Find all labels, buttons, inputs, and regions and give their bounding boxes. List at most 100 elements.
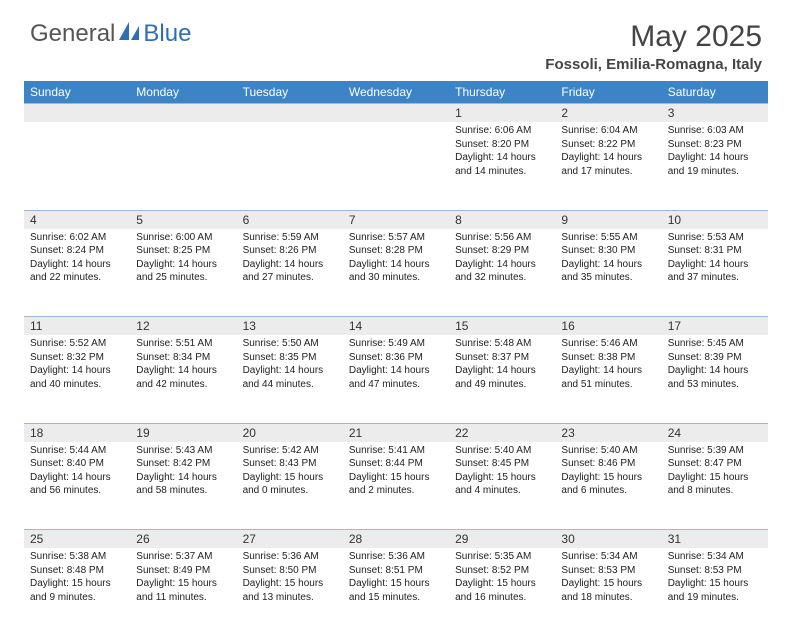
logo: General Blue bbox=[30, 20, 191, 48]
day-details: Sunrise: 5:53 AMSunset: 8:31 PMDaylight:… bbox=[662, 229, 768, 291]
daylight-line: Daylight: 15 hours and 2 minutes. bbox=[349, 471, 443, 498]
sunrise-line: Sunrise: 5:45 AM bbox=[668, 337, 762, 351]
calendar-table: SundayMondayTuesdayWednesdayThursdayFrid… bbox=[24, 81, 768, 636]
sunset-line: Sunset: 8:48 PM bbox=[30, 564, 124, 578]
sunrise-line: Sunrise: 6:04 AM bbox=[561, 124, 655, 138]
daylight-line: Daylight: 14 hours and 47 minutes. bbox=[349, 364, 443, 391]
sunrise-line: Sunrise: 5:44 AM bbox=[30, 444, 124, 458]
sunset-line: Sunset: 8:53 PM bbox=[561, 564, 655, 578]
sunrise-line: Sunrise: 5:35 AM bbox=[455, 550, 549, 564]
sunrise-line: Sunrise: 5:34 AM bbox=[561, 550, 655, 564]
sunrise-line: Sunrise: 5:48 AM bbox=[455, 337, 549, 351]
day-details: Sunrise: 5:36 AMSunset: 8:50 PMDaylight:… bbox=[237, 548, 343, 610]
day-details: Sunrise: 5:44 AMSunset: 8:40 PMDaylight:… bbox=[24, 442, 130, 504]
day-details: Sunrise: 6:06 AMSunset: 8:20 PMDaylight:… bbox=[449, 122, 555, 184]
day-number-cell: 19 bbox=[130, 423, 236, 442]
day-details: Sunrise: 6:03 AMSunset: 8:23 PMDaylight:… bbox=[662, 122, 768, 184]
sunrise-line: Sunrise: 5:49 AM bbox=[349, 337, 443, 351]
weekday-header: Saturday bbox=[662, 81, 768, 104]
logo-sail-icon bbox=[119, 22, 141, 47]
day-cell: Sunrise: 5:41 AMSunset: 8:44 PMDaylight:… bbox=[343, 442, 449, 530]
sunset-line: Sunset: 8:35 PM bbox=[243, 351, 337, 365]
weekday-header: Tuesday bbox=[237, 81, 343, 104]
sunrise-line: Sunrise: 5:36 AM bbox=[243, 550, 337, 564]
day-details: Sunrise: 5:46 AMSunset: 8:38 PMDaylight:… bbox=[555, 335, 661, 397]
daylight-line: Daylight: 15 hours and 13 minutes. bbox=[243, 577, 337, 604]
sunset-line: Sunset: 8:37 PM bbox=[455, 351, 549, 365]
daylight-line: Daylight: 14 hours and 17 minutes. bbox=[561, 151, 655, 178]
logo-text-blue: Blue bbox=[143, 20, 191, 48]
day-number-cell bbox=[237, 104, 343, 123]
day-number-cell: 13 bbox=[237, 317, 343, 336]
day-cell: Sunrise: 5:37 AMSunset: 8:49 PMDaylight:… bbox=[130, 548, 236, 636]
sunset-line: Sunset: 8:25 PM bbox=[136, 244, 230, 258]
sunrise-line: Sunrise: 5:39 AM bbox=[668, 444, 762, 458]
daynum-row: 45678910 bbox=[24, 210, 768, 229]
day-cell: Sunrise: 5:56 AMSunset: 8:29 PMDaylight:… bbox=[449, 229, 555, 317]
logo-text-general: General bbox=[30, 20, 115, 48]
day-details: Sunrise: 5:41 AMSunset: 8:44 PMDaylight:… bbox=[343, 442, 449, 504]
sunset-line: Sunset: 8:39 PM bbox=[668, 351, 762, 365]
sunrise-line: Sunrise: 5:50 AM bbox=[243, 337, 337, 351]
day-number-cell: 17 bbox=[662, 317, 768, 336]
day-details: Sunrise: 5:35 AMSunset: 8:52 PMDaylight:… bbox=[449, 548, 555, 610]
daylight-line: Daylight: 14 hours and 30 minutes. bbox=[349, 258, 443, 285]
day-number-cell: 8 bbox=[449, 210, 555, 229]
daylight-line: Daylight: 14 hours and 44 minutes. bbox=[243, 364, 337, 391]
sunset-line: Sunset: 8:42 PM bbox=[136, 457, 230, 471]
sunset-line: Sunset: 8:36 PM bbox=[349, 351, 443, 365]
day-cell: Sunrise: 5:53 AMSunset: 8:31 PMDaylight:… bbox=[662, 229, 768, 317]
daynum-row: 25262728293031 bbox=[24, 530, 768, 549]
daylight-line: Daylight: 15 hours and 4 minutes. bbox=[455, 471, 549, 498]
day-number-cell: 26 bbox=[130, 530, 236, 549]
sunrise-line: Sunrise: 5:40 AM bbox=[561, 444, 655, 458]
day-number-cell: 7 bbox=[343, 210, 449, 229]
day-details: Sunrise: 5:52 AMSunset: 8:32 PMDaylight:… bbox=[24, 335, 130, 397]
sunrise-line: Sunrise: 5:38 AM bbox=[30, 550, 124, 564]
sunset-line: Sunset: 8:23 PM bbox=[668, 138, 762, 152]
day-details: Sunrise: 5:42 AMSunset: 8:43 PMDaylight:… bbox=[237, 442, 343, 504]
day-cell: Sunrise: 5:46 AMSunset: 8:38 PMDaylight:… bbox=[555, 335, 661, 423]
day-number-cell: 16 bbox=[555, 317, 661, 336]
day-number-cell: 11 bbox=[24, 317, 130, 336]
daylight-line: Daylight: 14 hours and 27 minutes. bbox=[243, 258, 337, 285]
day-details: Sunrise: 5:57 AMSunset: 8:28 PMDaylight:… bbox=[343, 229, 449, 291]
day-cell: Sunrise: 5:34 AMSunset: 8:53 PMDaylight:… bbox=[662, 548, 768, 636]
sunset-line: Sunset: 8:40 PM bbox=[30, 457, 124, 471]
day-number-cell: 4 bbox=[24, 210, 130, 229]
day-cell: Sunrise: 5:49 AMSunset: 8:36 PMDaylight:… bbox=[343, 335, 449, 423]
header: General Blue May 2025 Fossoli, Emilia-Ro… bbox=[0, 0, 792, 81]
sunrise-line: Sunrise: 5:36 AM bbox=[349, 550, 443, 564]
day-cell: Sunrise: 5:40 AMSunset: 8:45 PMDaylight:… bbox=[449, 442, 555, 530]
day-number-cell: 2 bbox=[555, 104, 661, 123]
sunrise-line: Sunrise: 5:56 AM bbox=[455, 231, 549, 245]
day-cell bbox=[24, 122, 130, 210]
sunrise-line: Sunrise: 6:06 AM bbox=[455, 124, 549, 138]
daylight-line: Daylight: 14 hours and 58 minutes. bbox=[136, 471, 230, 498]
day-cell: Sunrise: 5:35 AMSunset: 8:52 PMDaylight:… bbox=[449, 548, 555, 636]
daylight-line: Daylight: 15 hours and 16 minutes. bbox=[455, 577, 549, 604]
sunrise-line: Sunrise: 5:41 AM bbox=[349, 444, 443, 458]
page-title: May 2025 bbox=[545, 20, 762, 54]
day-cell: Sunrise: 5:36 AMSunset: 8:50 PMDaylight:… bbox=[237, 548, 343, 636]
day-details: Sunrise: 5:51 AMSunset: 8:34 PMDaylight:… bbox=[130, 335, 236, 397]
daylight-line: Daylight: 15 hours and 15 minutes. bbox=[349, 577, 443, 604]
day-cell: Sunrise: 5:55 AMSunset: 8:30 PMDaylight:… bbox=[555, 229, 661, 317]
day-details: Sunrise: 5:37 AMSunset: 8:49 PMDaylight:… bbox=[130, 548, 236, 610]
sunrise-line: Sunrise: 6:03 AM bbox=[668, 124, 762, 138]
daynum-row: 123 bbox=[24, 104, 768, 123]
day-cell: Sunrise: 5:40 AMSunset: 8:46 PMDaylight:… bbox=[555, 442, 661, 530]
sunset-line: Sunset: 8:52 PM bbox=[455, 564, 549, 578]
daylight-line: Daylight: 15 hours and 19 minutes. bbox=[668, 577, 762, 604]
day-cell: Sunrise: 5:43 AMSunset: 8:42 PMDaylight:… bbox=[130, 442, 236, 530]
day-number-cell: 12 bbox=[130, 317, 236, 336]
daylight-line: Daylight: 14 hours and 35 minutes. bbox=[561, 258, 655, 285]
day-cell: Sunrise: 6:06 AMSunset: 8:20 PMDaylight:… bbox=[449, 122, 555, 210]
daynum-row: 11121314151617 bbox=[24, 317, 768, 336]
day-number-cell: 23 bbox=[555, 423, 661, 442]
daylight-line: Daylight: 15 hours and 6 minutes. bbox=[561, 471, 655, 498]
daylight-line: Daylight: 15 hours and 18 minutes. bbox=[561, 577, 655, 604]
title-block: May 2025 Fossoli, Emilia-Romagna, Italy bbox=[545, 20, 762, 73]
sunrise-line: Sunrise: 5:59 AM bbox=[243, 231, 337, 245]
day-number-cell: 3 bbox=[662, 104, 768, 123]
